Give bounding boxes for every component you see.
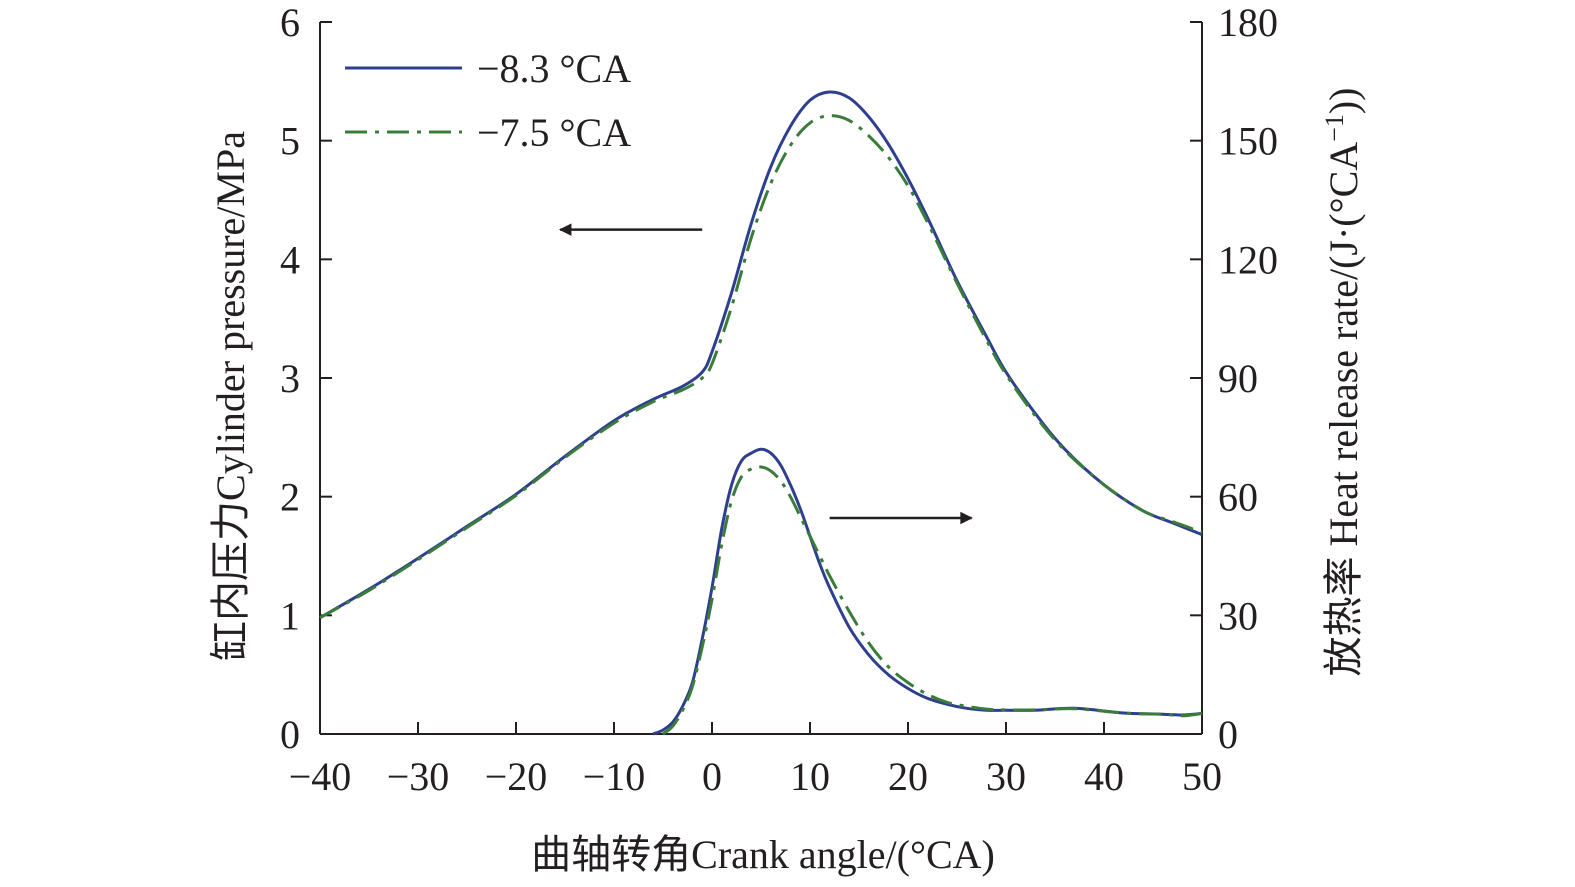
y-tick-label-left: 4 [280, 237, 300, 282]
x-tick-label: 0 [702, 754, 722, 799]
y-tick-label-right: 180 [1218, 0, 1278, 45]
x-tick-label: 20 [888, 754, 928, 799]
y-tick-label-right: 30 [1218, 593, 1258, 638]
x-axis-title: 曲轴转角Crank angle/(°CA) [531, 832, 995, 877]
y-tick-label-right: 0 [1218, 712, 1238, 757]
pressure-solid-line [319, 90, 1203, 620]
y-tick-label-right: 60 [1218, 475, 1258, 520]
x-tick-label: 10 [790, 754, 830, 799]
legend: −8.3 °CA −7.5 °CA [345, 46, 631, 155]
x-tick-label: −20 [485, 754, 548, 799]
legend-label: −8.3 °CA [477, 46, 631, 91]
x-tick-label: −40 [289, 754, 352, 799]
x-tick-label: 30 [986, 754, 1026, 799]
y-tick-label-left: 5 [280, 119, 300, 164]
y-axis-right-title-superscript: −1 [1320, 114, 1349, 142]
axes: −40 −30 −20 −10 0 10 20 30 40 5001234560306090120… [280, 0, 1278, 799]
legend-label: −7.5 °CA [477, 110, 631, 155]
y-tick-label-right: 90 [1218, 356, 1258, 401]
y-tick-label-left: 0 [280, 712, 300, 757]
y-axis-right-title-suffix: )) [1321, 88, 1366, 115]
x-tick-label: 50 [1182, 754, 1222, 799]
y-axis-right-title-main: 放热率 Heat release rate/(J·(°CA [1321, 142, 1366, 677]
x-tick-label: −30 [387, 754, 450, 799]
heat-release-dashdot-line [662, 465, 1203, 736]
y-tick-label-left: 3 [280, 356, 300, 401]
x-tick-label: 40 [1084, 754, 1124, 799]
y-tick-label-left: 1 [280, 593, 300, 638]
y-axis-left-title: 缸内压力Cylinder pressure/MPa [208, 131, 253, 661]
series-layer [319, 90, 1203, 736]
y-tick-label-left: 2 [280, 475, 300, 520]
pressure-dashdot-line [319, 114, 1203, 620]
x-tick-label: −10 [583, 754, 646, 799]
y-tick-label-right: 150 [1218, 119, 1278, 164]
y-tick-label-right: 120 [1218, 237, 1278, 282]
y-tick-label-left: 6 [280, 0, 300, 45]
annotations [558, 223, 973, 525]
y-axis-right-title: 放热率 Heat release rate/(J·(°CA−1)) [1320, 88, 1366, 677]
